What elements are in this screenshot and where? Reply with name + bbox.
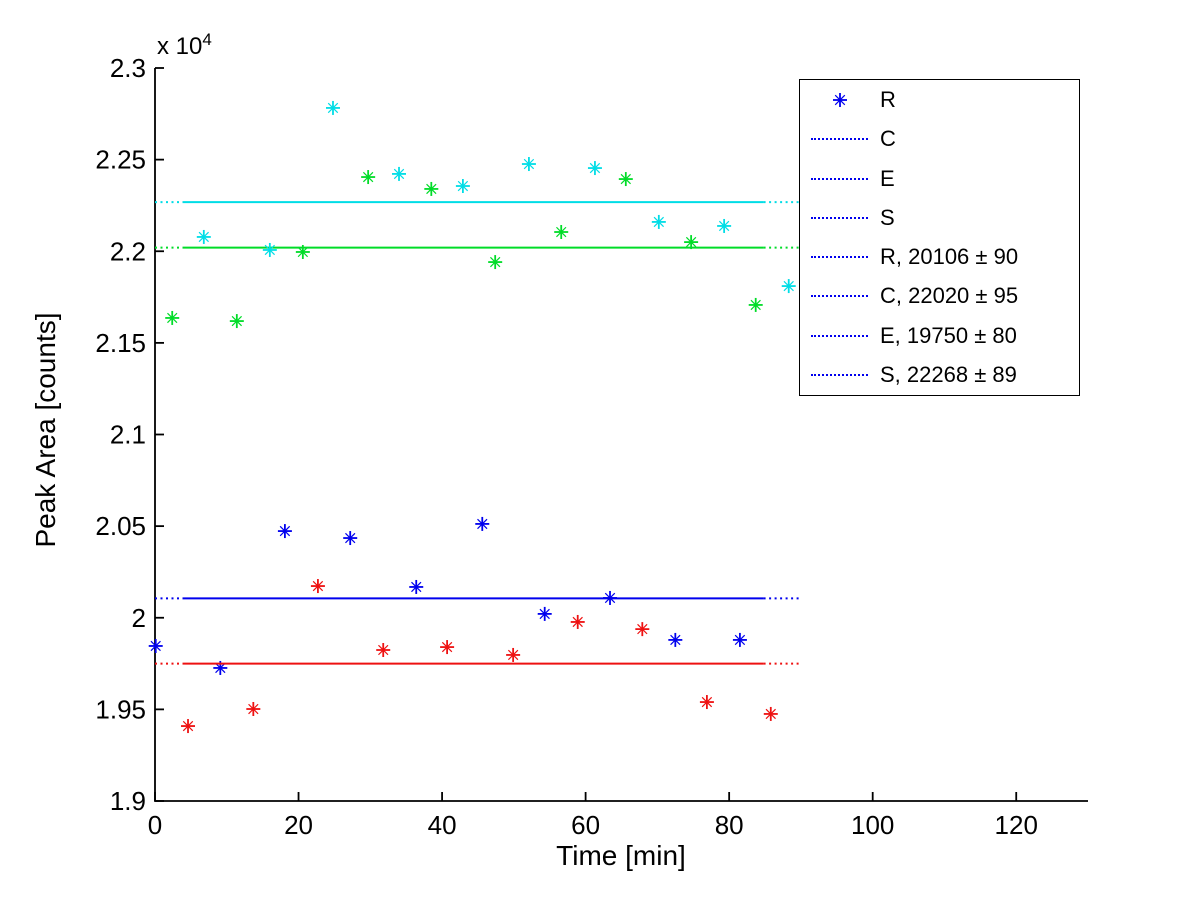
y-tick-label: 1.9 bbox=[110, 786, 146, 816]
data-point-marker bbox=[409, 579, 424, 594]
y-tick-label: 2.25 bbox=[95, 145, 146, 175]
y-axis-exponent-base: x 10 bbox=[157, 33, 203, 60]
legend-dotted-line-icon bbox=[811, 256, 868, 259]
legend-entry-3: E bbox=[800, 160, 1079, 198]
data-point-marker bbox=[440, 640, 455, 655]
data-point-marker bbox=[262, 242, 277, 257]
legend-entry-2: C bbox=[800, 120, 1079, 158]
x-tick-label: 20 bbox=[284, 810, 313, 840]
data-point-marker bbox=[455, 179, 470, 194]
legend-asterisk-marker-icon bbox=[811, 91, 868, 109]
legend-dotted-line-icon bbox=[811, 216, 868, 219]
y-axis-exponent-power: 4 bbox=[202, 30, 212, 49]
data-point-marker bbox=[554, 225, 569, 240]
x-axis-title: Time [min] bbox=[556, 840, 686, 871]
data-point-marker bbox=[732, 632, 747, 647]
y-tick-label: 1.95 bbox=[95, 694, 146, 724]
data-point-marker bbox=[699, 695, 714, 710]
legend: R C E S R, 20106 ± 90 C, 22020 ± 95 E, 19750 ±… bbox=[799, 79, 1080, 396]
data-point-marker bbox=[506, 647, 521, 662]
data-point-marker bbox=[618, 172, 633, 187]
data-point-marker bbox=[488, 255, 503, 270]
legend-label: C, 22020 ± 95 bbox=[880, 283, 1019, 309]
y-tick-label: 2.1 bbox=[110, 420, 146, 450]
data-point-marker bbox=[651, 214, 666, 229]
legend-dotted-line-icon bbox=[811, 295, 868, 298]
legend-dotted-line-icon bbox=[811, 373, 868, 376]
legend-label: E, 19750 ± 80 bbox=[880, 322, 1017, 348]
data-point-marker bbox=[196, 229, 211, 244]
data-point-marker bbox=[246, 702, 261, 717]
legend-label: E bbox=[880, 165, 895, 191]
legend-entry-6: C, 22020 ± 95 bbox=[800, 277, 1079, 315]
legend-dotted-line-icon bbox=[811, 334, 868, 337]
series-R bbox=[148, 516, 747, 675]
x-tick-label: 100 bbox=[851, 810, 894, 840]
series-E bbox=[181, 579, 778, 734]
data-point-marker bbox=[684, 235, 699, 250]
y-tick-label: 2 bbox=[132, 603, 146, 633]
data-point-marker bbox=[325, 100, 340, 115]
y-tick-label: 2.3 bbox=[110, 53, 146, 83]
data-point-marker bbox=[521, 157, 536, 172]
data-point-marker bbox=[763, 706, 778, 721]
legend-label: S bbox=[880, 204, 895, 230]
data-point-marker bbox=[343, 531, 358, 546]
x-tick-label: 80 bbox=[715, 810, 744, 840]
y-axis-title: Peak Area [counts] bbox=[30, 312, 61, 548]
legend-label: S, 22268 ± 89 bbox=[880, 361, 1017, 387]
x-tick-label: 120 bbox=[995, 810, 1038, 840]
legend-dotted-line-icon bbox=[811, 138, 868, 141]
data-point-marker bbox=[748, 297, 763, 312]
legend-entry-1: R bbox=[800, 81, 1079, 119]
y-tick-label: 2.05 bbox=[95, 511, 146, 541]
data-point-marker bbox=[376, 643, 391, 658]
data-point-marker bbox=[181, 719, 196, 734]
data-point-marker bbox=[603, 590, 618, 605]
data-point-marker bbox=[635, 622, 650, 637]
series-C bbox=[165, 170, 763, 329]
x-tick-label: 40 bbox=[428, 810, 457, 840]
legend-entry-5: R, 20106 ± 90 bbox=[800, 238, 1079, 276]
legend-label: R, 20106 ± 90 bbox=[880, 244, 1019, 270]
data-point-marker bbox=[310, 579, 325, 594]
data-point-marker bbox=[277, 524, 292, 539]
legend-entry-4: S bbox=[800, 199, 1079, 237]
y-tick-label: 2.2 bbox=[110, 236, 146, 266]
data-point-marker bbox=[475, 516, 490, 531]
x-tick-label: 0 bbox=[148, 810, 162, 840]
legend-label: C bbox=[880, 126, 896, 152]
data-point-marker bbox=[229, 314, 244, 329]
data-point-marker bbox=[392, 166, 407, 181]
x-tick-label: 60 bbox=[571, 810, 600, 840]
data-point-marker bbox=[781, 279, 796, 294]
legend-dotted-line-icon bbox=[811, 177, 868, 180]
data-point-marker bbox=[424, 181, 439, 196]
data-point-marker bbox=[165, 310, 180, 325]
data-point-marker bbox=[717, 218, 732, 233]
data-point-marker bbox=[668, 632, 683, 647]
data-point-marker bbox=[570, 614, 585, 629]
legend-entry-8: S, 22268 ± 89 bbox=[800, 356, 1079, 394]
legend-entry-7: E, 19750 ± 80 bbox=[800, 317, 1079, 355]
data-point-marker bbox=[148, 638, 163, 653]
legend-label: R bbox=[880, 87, 896, 113]
data-point-marker bbox=[537, 606, 552, 621]
y-tick-label: 2.15 bbox=[95, 328, 146, 358]
y-axis-exponent: x 104 bbox=[157, 30, 212, 61]
data-point-marker bbox=[361, 170, 376, 185]
series-S bbox=[196, 100, 796, 294]
data-point-marker bbox=[587, 161, 602, 176]
data-point-marker bbox=[295, 244, 310, 259]
